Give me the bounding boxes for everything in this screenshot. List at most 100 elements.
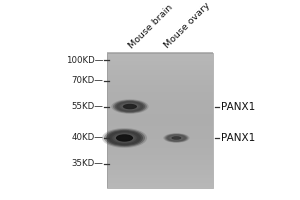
Bar [106,112,213,114]
Bar [106,53,213,188]
Bar [106,88,213,90]
Bar [106,110,213,112]
Ellipse shape [164,134,188,142]
Bar [106,130,213,132]
Bar [106,108,213,110]
Bar [106,68,213,70]
Bar [106,98,213,100]
Bar [106,168,213,170]
Ellipse shape [114,133,135,142]
Bar [106,185,213,187]
Bar [106,159,213,161]
Bar [106,71,213,73]
Bar [106,154,213,156]
Ellipse shape [127,105,133,108]
Ellipse shape [173,137,180,139]
Bar [106,161,213,163]
Ellipse shape [170,136,182,140]
Bar [106,134,213,136]
Bar [106,156,213,158]
Ellipse shape [115,101,145,113]
Bar [106,113,213,116]
Ellipse shape [111,99,148,114]
Bar [106,142,213,144]
Ellipse shape [116,101,143,112]
Bar [106,69,213,71]
Ellipse shape [112,133,137,143]
Bar [106,158,213,160]
Bar [106,147,213,149]
Bar [106,132,213,134]
Bar [106,139,213,141]
Bar [106,56,213,58]
Ellipse shape [116,134,133,142]
Bar [106,119,213,121]
Bar [106,125,213,127]
Bar [106,122,213,124]
Bar [106,171,213,173]
Ellipse shape [102,128,147,148]
Ellipse shape [118,102,142,111]
Bar [106,169,213,171]
Text: 35KD—: 35KD— [72,159,104,168]
Bar [106,81,213,83]
Text: 40KD—: 40KD— [72,133,104,142]
Ellipse shape [110,132,139,144]
Bar [106,61,213,63]
Bar [106,63,213,65]
Ellipse shape [108,131,141,145]
Ellipse shape [174,137,179,139]
Bar [106,149,213,151]
Bar [106,97,213,99]
Bar [106,173,213,175]
Bar [106,102,213,104]
Ellipse shape [168,135,185,141]
Ellipse shape [166,134,187,142]
Bar [106,141,213,143]
Bar [106,85,213,87]
Bar [106,163,213,165]
Bar [106,124,213,126]
Bar [106,86,213,88]
Ellipse shape [122,137,127,139]
Text: 55KD—: 55KD— [72,102,104,111]
Bar [106,164,213,166]
Ellipse shape [128,106,132,107]
Ellipse shape [104,129,145,147]
Bar [106,178,213,180]
Bar [106,54,213,56]
Bar [106,64,213,66]
Bar [106,117,213,119]
Bar [106,152,213,155]
Ellipse shape [120,136,129,140]
Text: Mouse ovary: Mouse ovary [163,1,212,50]
Ellipse shape [106,130,143,146]
Text: PANX1: PANX1 [220,133,255,143]
Bar [106,166,213,168]
Bar [106,186,213,188]
Bar [106,127,213,129]
Bar [106,103,213,105]
Bar [106,91,213,93]
Text: PANX1: PANX1 [220,102,255,112]
Bar [106,105,213,107]
Text: 70KD—: 70KD— [72,76,104,85]
Bar [106,146,213,148]
Bar [106,129,213,131]
Bar [106,151,213,153]
Ellipse shape [123,104,137,109]
Ellipse shape [169,135,184,141]
Bar [106,115,213,117]
Bar [106,58,213,60]
Bar [106,52,213,54]
Text: 100KD—: 100KD— [66,56,104,65]
Ellipse shape [171,136,182,140]
Ellipse shape [125,105,135,109]
Bar [106,181,213,183]
Ellipse shape [120,103,140,111]
Bar [106,78,213,80]
Bar [106,95,213,97]
Bar [106,180,213,182]
Bar [106,136,213,138]
Ellipse shape [172,136,181,140]
